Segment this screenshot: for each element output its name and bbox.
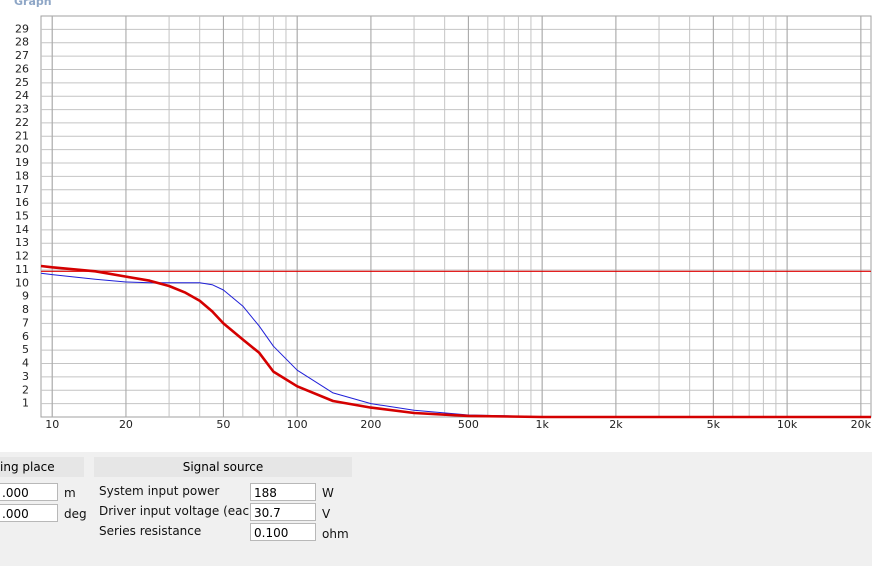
y-tick-label: 9 [22, 290, 29, 303]
x-tick-label: 20k [851, 418, 872, 431]
input-field[interactable]: 0.100 [250, 523, 316, 541]
series-line [40, 272, 871, 418]
x-tick-label: 2k [609, 418, 623, 431]
y-tick-label: 18 [15, 169, 29, 182]
y-tick-label: 22 [15, 116, 29, 129]
x-tick-label: 10k [777, 418, 798, 431]
y-tick-label: 29 [15, 22, 29, 35]
window-title: Graph [14, 0, 52, 8]
y-tick-label: 24 [15, 89, 29, 102]
y-tick-label: 7 [22, 316, 29, 329]
x-tick-label: 20 [119, 418, 133, 431]
input-field[interactable]: .000 [0, 483, 58, 501]
y-tick-label: 12 [15, 250, 29, 263]
y-tick-label: 13 [15, 236, 29, 249]
y-tick-label: 23 [15, 103, 29, 116]
x-tick-label: 5k [707, 418, 721, 431]
y-tick-label: 16 [15, 196, 29, 209]
y-tick-label: 5 [22, 343, 29, 356]
x-tick-label: 500 [458, 418, 479, 431]
unit-label: m [64, 486, 76, 500]
series-line [40, 264, 871, 419]
x-tick-label: 1k [535, 418, 549, 431]
x-tick-label: 200 [360, 418, 381, 431]
input-field[interactable]: .000 [0, 504, 58, 522]
x-tick-label: 10 [45, 418, 59, 431]
input-field[interactable]: 30.7 [250, 503, 316, 521]
unit-label: W [322, 486, 334, 500]
y-tick-label: 20 [15, 143, 29, 156]
input-field[interactable]: 188 [250, 483, 316, 501]
field-label: Series resistance [99, 524, 202, 538]
settings-panel: ing place .000 m .000 deg Signal source … [0, 452, 872, 566]
y-tick-label: 21 [15, 129, 29, 142]
y-tick-label: 27 [15, 49, 29, 62]
y-tick-label: 4 [22, 357, 29, 370]
y-tick-label: 1 [22, 397, 29, 410]
y-tick-label: 26 [15, 62, 29, 75]
y-tick-label: 6 [22, 330, 29, 343]
y-tick-label: 28 [15, 36, 29, 49]
unit-label: V [322, 507, 331, 521]
unit-label: deg [64, 507, 87, 521]
y-tick-label: 15 [15, 210, 29, 223]
x-tick-label: 100 [287, 418, 308, 431]
chart: 1234567891011121314151617181920212223242… [15, 15, 872, 431]
field-label: System input power [99, 484, 220, 498]
y-tick-label: 19 [15, 156, 29, 169]
panel-header: ing place [0, 457, 84, 477]
y-tick-label: 17 [15, 183, 29, 196]
unit-label: ohm [322, 527, 349, 541]
y-tick-label: 14 [15, 223, 29, 236]
y-tick-label: 8 [22, 303, 29, 316]
y-tick-label: 2 [22, 383, 29, 396]
y-tick-label: 3 [22, 370, 29, 383]
y-tick-label: 25 [15, 76, 29, 89]
x-tick-label: 50 [216, 418, 230, 431]
y-tick-label: 11 [15, 263, 29, 276]
y-tick-label: 10 [15, 276, 29, 289]
panel-header: Signal source [94, 457, 352, 477]
field-label: Driver input voltage (each) [99, 504, 262, 518]
